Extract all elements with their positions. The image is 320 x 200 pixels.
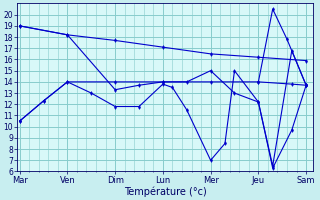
X-axis label: Température (°c): Température (°c) bbox=[124, 186, 207, 197]
